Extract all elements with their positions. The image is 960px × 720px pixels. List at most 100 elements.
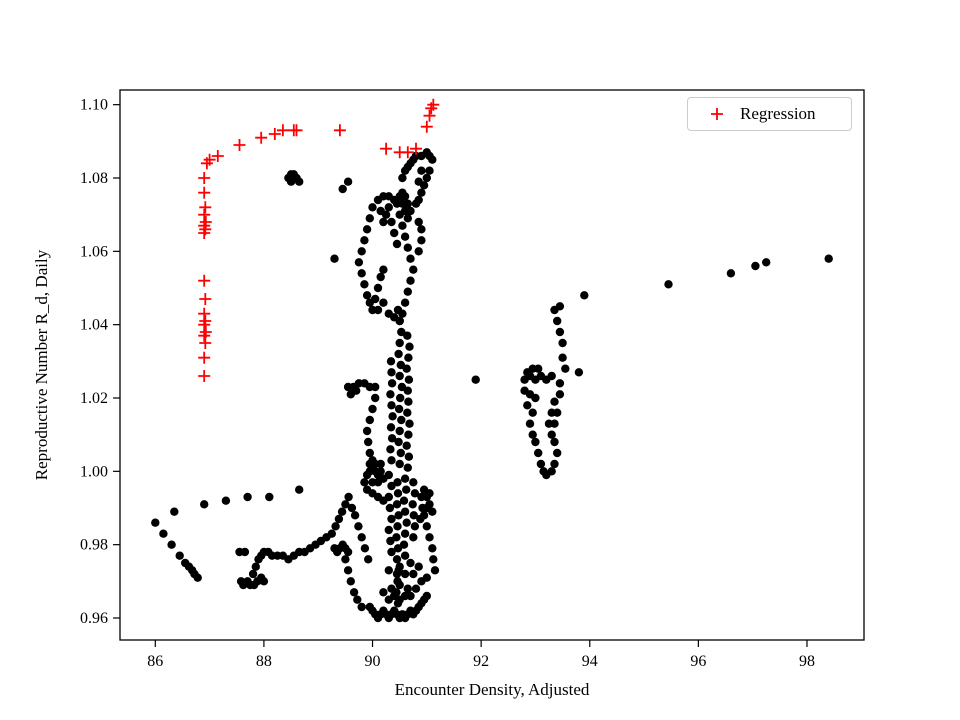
scatter-point	[400, 529, 410, 538]
scatter-point	[762, 258, 771, 267]
scatter-point	[402, 518, 411, 527]
scatter-point	[525, 419, 535, 428]
scatter-point	[368, 404, 377, 414]
scatter-point	[394, 349, 403, 359]
scatter-point	[360, 236, 369, 245]
scatter-point	[392, 555, 402, 564]
scatter-point	[392, 533, 401, 542]
scatter-point	[386, 536, 395, 546]
scatter-point	[379, 588, 388, 597]
scatter-point	[404, 375, 414, 384]
scatter-point	[400, 232, 410, 241]
scatter-point	[414, 177, 423, 186]
scatter-point	[726, 269, 736, 278]
scatter-point	[409, 569, 418, 579]
x-tick-label: 92	[473, 653, 489, 670]
scatter-point	[295, 485, 304, 494]
scatter-point	[824, 254, 833, 263]
scatter-point	[403, 199, 412, 208]
scatter-point	[387, 584, 396, 593]
scatter-point	[398, 221, 407, 230]
y-tick-label: 1.02	[80, 390, 108, 407]
scatter-point	[354, 522, 363, 531]
scatter-point	[417, 236, 426, 245]
scatter-point	[422, 503, 431, 513]
scatter-point	[387, 434, 397, 443]
scatter-point	[362, 225, 372, 234]
scatter-point	[390, 606, 399, 615]
scatter-point	[357, 247, 366, 256]
scatter-point	[400, 298, 410, 307]
scatter-point	[409, 511, 418, 520]
scatter-point	[429, 555, 438, 564]
scatter-point	[386, 445, 395, 454]
scatter-point	[534, 364, 543, 373]
scatter-point	[580, 291, 589, 300]
scatter-point	[384, 470, 393, 480]
scatter-point	[392, 500, 402, 509]
scatter-point	[404, 397, 413, 406]
regression-point	[198, 351, 211, 364]
scatter-point	[221, 496, 231, 505]
scatter-point	[403, 331, 412, 340]
scatter-point	[357, 269, 366, 278]
scatter-point	[343, 566, 353, 575]
scatter-point	[360, 544, 370, 553]
x-axis-label: Encounter Density, Adjusted	[394, 680, 590, 699]
scatter-point	[544, 419, 554, 428]
scatter-point	[411, 584, 421, 593]
scatter-point	[387, 456, 396, 465]
regression-point	[199, 201, 212, 214]
scatter-point	[398, 309, 407, 318]
scatter-point	[531, 437, 540, 447]
legend: Regression	[687, 97, 852, 131]
scatter-point	[417, 166, 426, 175]
scatter-point	[404, 452, 414, 461]
scatter-point	[550, 459, 559, 469]
axes-frame	[119, 89, 865, 641]
scatter-point	[405, 419, 414, 428]
scatter-point	[400, 569, 410, 579]
scatter-point	[386, 423, 396, 432]
scatter-point	[354, 258, 364, 267]
scatter-point	[200, 500, 209, 509]
x-tick-label: 94	[582, 653, 598, 670]
scatter-point	[547, 467, 556, 476]
scatter-point	[376, 459, 385, 469]
scatter-point	[337, 507, 347, 516]
scatter-point	[331, 522, 340, 531]
x-tick-label: 98	[799, 653, 815, 670]
x-tick-label: 88	[256, 653, 272, 670]
y-tick-label: 0.96	[80, 610, 108, 627]
scatter-point	[368, 203, 377, 212]
scatter-point	[330, 254, 339, 263]
scatter-point	[404, 430, 413, 439]
regression-point	[198, 172, 211, 184]
scatter-point	[376, 206, 385, 216]
scatter-point	[384, 203, 393, 212]
scatter-point	[395, 459, 404, 469]
scatter-point	[365, 415, 374, 425]
scatter-point	[376, 467, 385, 476]
scatter-point	[403, 584, 412, 593]
scatter-point	[385, 503, 395, 513]
scatter-point	[555, 327, 565, 337]
scatter-point	[425, 489, 434, 498]
scatter-point	[555, 390, 565, 399]
regression-point	[203, 153, 216, 166]
scatter-point	[411, 199, 421, 208]
regression-point	[211, 150, 224, 162]
scatter-point	[402, 485, 411, 494]
scatter-point	[346, 577, 355, 586]
scatter-point	[341, 500, 350, 509]
scatter-point	[399, 496, 409, 505]
scatter-point	[402, 441, 411, 450]
scatter-point	[406, 591, 415, 601]
scatter-point	[347, 503, 357, 513]
scatter-point	[403, 214, 412, 223]
scatter-point	[397, 327, 406, 337]
scatter-point	[558, 353, 567, 362]
scatter-point	[406, 558, 415, 568]
scatter-point	[555, 302, 565, 311]
